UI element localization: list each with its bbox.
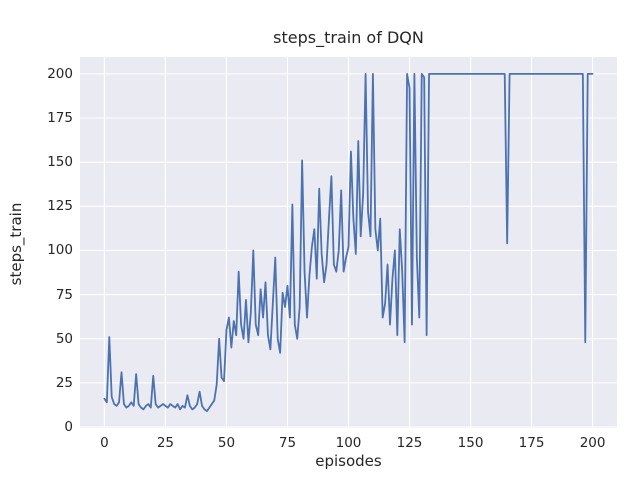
- x-tick-label: 125: [396, 435, 423, 451]
- x-tick-label: 25: [156, 435, 175, 451]
- y-tick-label: 200: [47, 65, 73, 82]
- y-tick-label: 50: [55, 330, 73, 347]
- y-tick-label: 125: [47, 198, 73, 215]
- y-tick-label: 75: [55, 286, 73, 303]
- y-axis-label: steps_train: [7, 202, 25, 286]
- x-tick-label: 0: [100, 435, 109, 451]
- x-tick-label: 175: [518, 435, 545, 451]
- x-tick-label: 150: [457, 435, 484, 451]
- y-tick-label: 100: [47, 242, 73, 259]
- x-tick-label: 200: [579, 435, 606, 451]
- steps-train-line-series: [103, 72, 594, 413]
- x-axis-label: episodes: [315, 452, 382, 470]
- y-tick-label: 0: [64, 419, 73, 436]
- y-tick-label: 150: [47, 154, 73, 171]
- x-tick-label: 100: [335, 435, 362, 451]
- y-tick-label: 25: [55, 374, 73, 391]
- chart-title: steps_train of DQN: [273, 28, 424, 47]
- y-tick-label: 175: [47, 110, 73, 126]
- x-tick-label: 50: [217, 435, 236, 451]
- x-tick-label: 75: [278, 435, 297, 451]
